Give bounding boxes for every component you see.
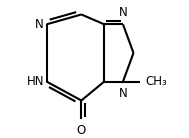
Text: N: N bbox=[119, 6, 127, 19]
Text: N: N bbox=[35, 18, 44, 31]
Text: O: O bbox=[77, 124, 86, 137]
Text: N: N bbox=[119, 87, 127, 100]
Text: CH₃: CH₃ bbox=[146, 75, 167, 88]
Text: HN: HN bbox=[26, 75, 44, 88]
